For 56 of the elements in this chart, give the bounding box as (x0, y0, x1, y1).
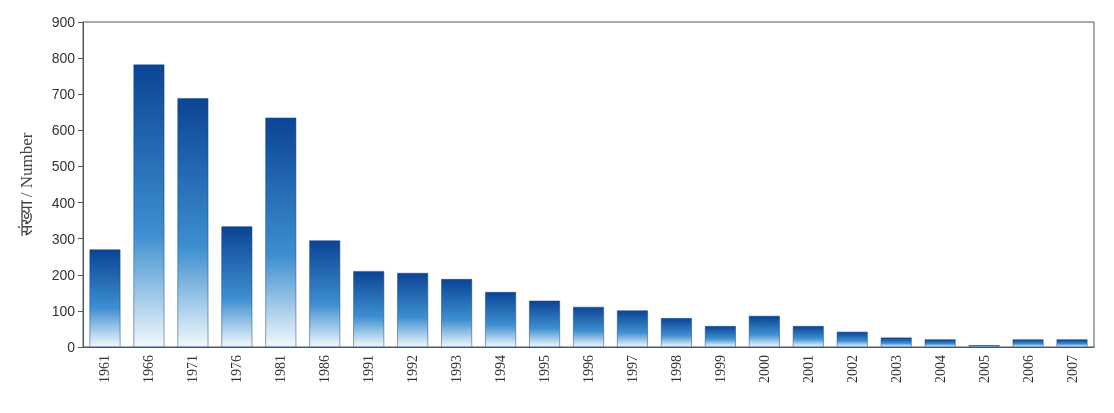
y-tick-label: 600 (51, 122, 76, 139)
bar (661, 318, 692, 347)
bar (836, 331, 868, 347)
bar (89, 249, 121, 347)
y-tick-label: 800 (51, 50, 76, 67)
bar (617, 310, 648, 347)
y-axis-title: संख्या / Number (17, 132, 36, 237)
bar (177, 98, 209, 347)
y-tick-label: 300 (51, 230, 76, 247)
x-tick-label: 1976 (229, 355, 245, 383)
x-tick-label: 1995 (537, 355, 553, 383)
y-tick-label: 500 (51, 158, 76, 175)
x-tick-label: 2002 (844, 355, 860, 383)
bar (221, 226, 253, 347)
x-tick-label: 1986 (317, 355, 333, 383)
y-tick-label: 700 (51, 86, 76, 103)
x-tick-label: 1966 (141, 355, 157, 383)
x-tick-label: 2000 (756, 355, 772, 383)
bar (704, 326, 736, 347)
bar (924, 339, 956, 347)
x-tick-label: 1999 (712, 355, 728, 383)
x-tick-label: 1994 (493, 355, 509, 383)
x-tick-label: 2006 (1020, 355, 1036, 383)
x-tick-label: 2003 (888, 355, 904, 383)
bar (792, 326, 824, 347)
bar (441, 279, 473, 347)
bar (1012, 339, 1044, 347)
bar (353, 271, 385, 347)
bar (133, 64, 165, 347)
bar (573, 306, 604, 347)
x-tick-label: 1998 (668, 355, 684, 383)
x-tick-label: 1971 (185, 355, 201, 383)
bar (309, 240, 341, 347)
y-tick-label: 200 (51, 266, 76, 283)
bar (397, 272, 429, 347)
x-tick-label: 1991 (361, 355, 377, 383)
bar (880, 337, 912, 347)
bar (265, 117, 297, 347)
y-tick-label: 400 (51, 194, 76, 211)
bar (485, 292, 516, 347)
bar (529, 300, 560, 347)
y-tick-label: 0 (67, 339, 76, 355)
bar (1056, 339, 1088, 347)
x-tick-label: 1993 (449, 355, 465, 383)
x-tick-label: 2007 (1064, 355, 1080, 383)
x-tick-label: 1961 (97, 355, 113, 383)
x-tick-label: 1997 (624, 355, 640, 383)
y-tick-label: 900 (51, 14, 76, 30)
x-tick-label: 2004 (932, 355, 948, 383)
x-tick-label: 2005 (976, 355, 992, 383)
y-tick-label: 100 (51, 302, 76, 319)
x-tick-label: 1996 (581, 355, 596, 383)
x-tick-label: 2001 (800, 355, 816, 383)
x-tick-label: 1981 (273, 355, 289, 383)
bar (748, 315, 780, 347)
x-tick-label: 1992 (405, 355, 421, 383)
